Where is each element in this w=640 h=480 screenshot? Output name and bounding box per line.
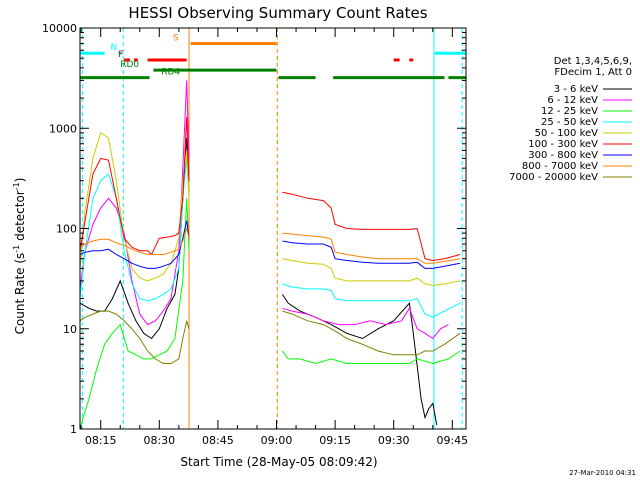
series-line-7-1 [282, 232, 461, 264]
y-axis-label-mid: detector [13, 190, 27, 245]
flag-label-n: N [110, 43, 117, 53]
y-axis-label: Count Rate (s-1 detector-1) [12, 178, 27, 335]
x-tick-label-6: 09:45 [436, 434, 468, 447]
y-tick-label-0: 1 [70, 423, 77, 436]
y-tick-label-1: 10 [63, 323, 77, 336]
flag-label-s: S [173, 34, 179, 44]
flag-label-rd4: RD4 [161, 68, 180, 78]
x-tick-label-4: 09:15 [319, 434, 351, 447]
series-line-8-0 [80, 310, 190, 364]
legend-entry-label-6: 300 - 800 keV [528, 150, 598, 161]
chart-title: HESSI Observing Summary Count Rates [128, 4, 427, 22]
series-line-5-0 [80, 116, 190, 256]
y-axis-label-sup-2: -1 [12, 182, 21, 190]
series-line-4-1 [282, 258, 461, 287]
y-tick-label-4: 10000 [42, 22, 77, 35]
flag-label-f: F [118, 50, 123, 60]
legend-entry-label-2: 12 - 25 keV [541, 106, 598, 117]
series-line-8-1 [282, 310, 461, 356]
series-line-2-1 [281, 350, 461, 365]
y-axis-label-main: Count Rate (s [13, 253, 27, 335]
x-axis-label: Start Time (28-May-05 08:09:42) [180, 455, 377, 469]
legend-entry-label-5: 100 - 300 keV [528, 139, 598, 150]
series-line-2-0 [80, 198, 190, 429]
y-axis-label-end: ) [13, 178, 27, 183]
legend-header-1: FDecim 1, Att 0 [554, 67, 632, 78]
legend-entry-label-0: 3 - 6 keV [554, 84, 598, 95]
legend-entry-label-8: 7000 - 20000 keV [509, 172, 598, 183]
x-tick-label-3: 09:00 [261, 434, 293, 447]
legend: Det 1,3,4,5,6,9,FDecim 1, Att 0 3 - 6 keV… [509, 56, 632, 183]
series-line-6-1 [282, 240, 461, 269]
x-tick-label-2: 08:45 [202, 434, 234, 447]
x-tick-label-1: 08:30 [143, 434, 175, 447]
series-line-7-0 [80, 226, 190, 255]
legend-entry-label-7: 800 - 7000 keV [522, 161, 598, 172]
legend-entry-label-1: 6 - 12 keV [547, 95, 598, 106]
legend-header-0: Det 1,3,4,5,6,9, [554, 56, 632, 67]
series-line-6-0 [80, 220, 190, 269]
series-line-3-1 [282, 283, 461, 318]
y-axis-label-sup-1: -1 [12, 245, 21, 253]
legend-entry-label-4: 50 - 100 keV [535, 128, 599, 139]
legend-entry-label-3: 25 - 50 keV [541, 117, 598, 128]
flag-label-rd0: RD0 [120, 60, 139, 70]
x-tick-label-0: 08:15 [85, 434, 117, 447]
y-tick-label-3: 1000 [49, 122, 77, 135]
series-line-1-1 [282, 307, 449, 340]
y-tick-label-2: 100 [56, 223, 77, 236]
footer-timestamp: 27-Mar-2010 04:31 [569, 469, 636, 477]
series-line-3-0 [80, 158, 190, 302]
series-line-5-1 [282, 191, 461, 262]
x-tick-label-5: 09:30 [378, 434, 410, 447]
